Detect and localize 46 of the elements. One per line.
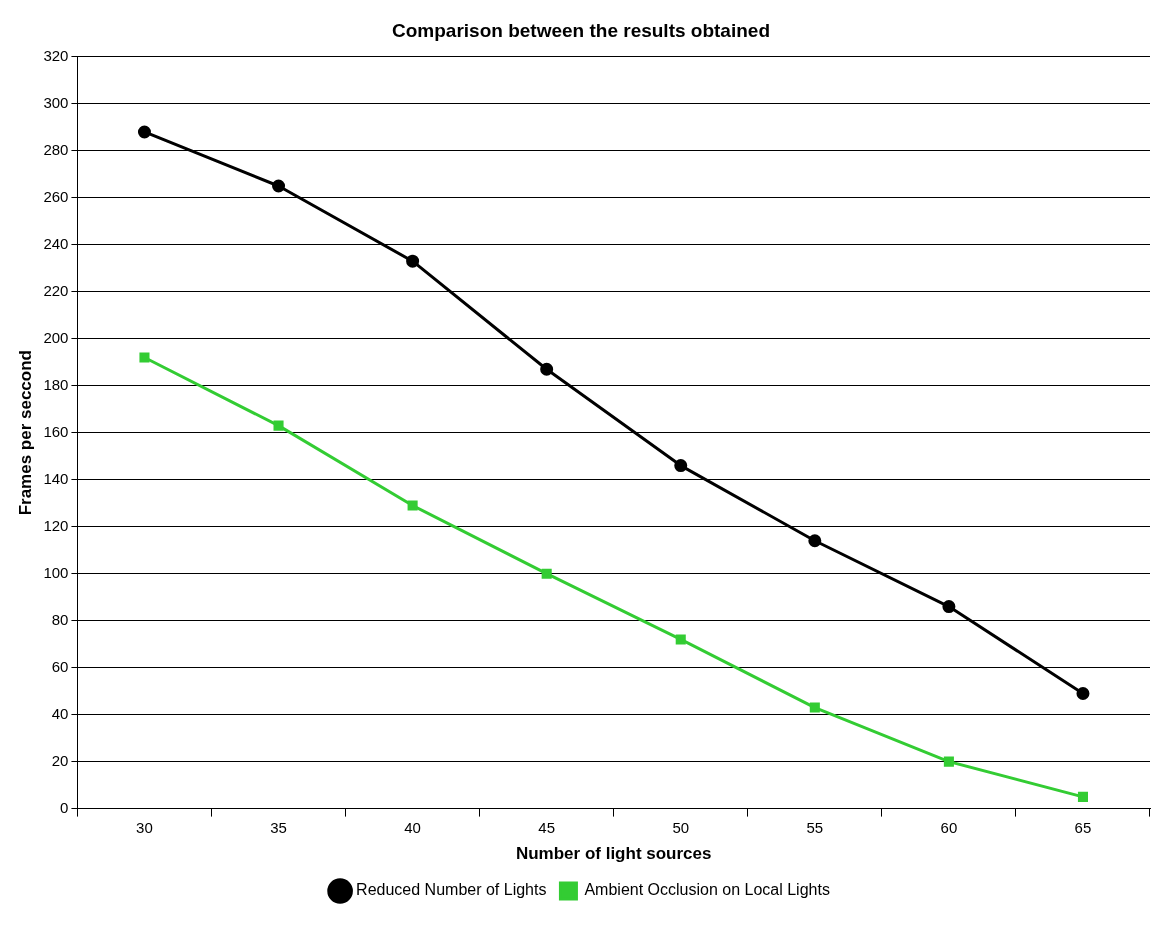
point — [1076, 686, 1090, 700]
x-tick-label: 55 — [806, 818, 824, 836]
y-tick-label: 60 — [51, 657, 69, 675]
point — [137, 125, 151, 139]
legend-label: Ambient Occlusion on Local Lights — [584, 881, 830, 899]
x-tick-label: 45 — [538, 818, 556, 836]
y-tick-label: 240 — [43, 234, 69, 252]
point — [541, 568, 552, 579]
point — [675, 634, 686, 645]
y-tick-label: 280 — [43, 140, 69, 158]
point — [1077, 791, 1088, 802]
y-tick-label: 160 — [43, 422, 69, 440]
y-tick-label: 100 — [43, 563, 69, 581]
x-tick-label: 65 — [1074, 818, 1092, 836]
point — [272, 179, 286, 193]
point — [942, 600, 956, 614]
y-tick-label: 20 — [51, 751, 69, 769]
x-tick-label: 35 — [270, 818, 287, 836]
point — [273, 420, 284, 431]
y-tick-label: 140 — [43, 469, 69, 487]
point — [406, 254, 420, 268]
x-axis-title: Number of light sources — [515, 844, 712, 864]
legend-label: Reduced Number of Lights — [356, 881, 547, 899]
point — [407, 500, 418, 511]
point — [674, 459, 688, 473]
y-tick-label: 0 — [60, 798, 69, 816]
chart-title: Comparison between the results obtained — [392, 19, 770, 41]
x-tick-label: 40 — [404, 818, 421, 836]
y-axis-title: Frames per seccond — [15, 350, 35, 516]
point — [943, 756, 954, 767]
y-tick-label: 220 — [43, 281, 69, 299]
y-tick-label: 260 — [43, 187, 69, 205]
point — [809, 702, 820, 713]
point — [139, 352, 150, 363]
y-tick-label: 300 — [43, 93, 69, 111]
y-tick-label: 80 — [51, 610, 69, 628]
y-tick-label: 40 — [51, 704, 69, 722]
y-tick-label: 320 — [43, 46, 69, 64]
y-tick-label: 180 — [43, 375, 69, 393]
y-tick-label: 200 — [43, 328, 69, 346]
x-tick-label: 30 — [136, 818, 153, 836]
point — [540, 362, 554, 376]
point — [808, 534, 822, 548]
x-tick-label: 60 — [940, 818, 958, 836]
x-tick-label: 50 — [672, 818, 690, 836]
y-tick-label: 120 — [43, 516, 69, 534]
